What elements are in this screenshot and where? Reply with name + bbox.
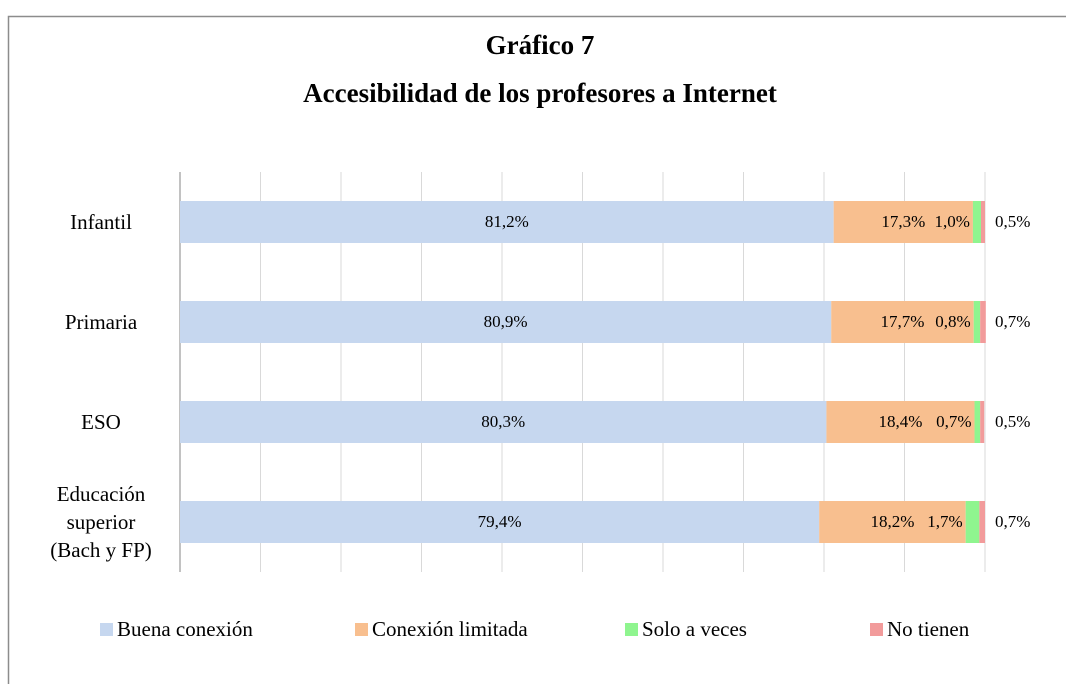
- bar-segment: [180, 301, 832, 343]
- bar-segment: [180, 501, 820, 543]
- chart-subtitle: Accesibilidad de los profesores a Intern…: [303, 78, 777, 108]
- data-label: 18,2%: [870, 512, 914, 531]
- y-tick-label: Educación superior (Bach y FP): [50, 482, 152, 562]
- bar-segment: [972, 201, 981, 243]
- bar-segment: [980, 301, 986, 343]
- bar-segment: [965, 501, 980, 543]
- data-label: 17,3%: [881, 212, 925, 231]
- bar-segment: [831, 301, 974, 343]
- data-label: 0,7%: [995, 312, 1030, 331]
- legend-swatch: [100, 623, 113, 636]
- data-label: 0,7%: [936, 412, 971, 431]
- bar-segment: [826, 401, 975, 443]
- bar-segment: [180, 201, 834, 243]
- y-tick-label: Infantil: [70, 210, 132, 234]
- bar-segment: [833, 201, 973, 243]
- y-tick-label: ESO: [81, 410, 121, 434]
- bar-segment: [974, 401, 981, 443]
- bar-segment: [980, 201, 985, 243]
- data-label: 0,5%: [995, 212, 1030, 231]
- legend-swatch: [355, 623, 368, 636]
- legend-label: Buena conexión: [117, 617, 253, 641]
- data-label: 81,2%: [485, 212, 529, 231]
- chart-title: Gráfico 7: [486, 30, 595, 60]
- data-label: 0,7%: [995, 512, 1030, 531]
- chart-frame: [7, 15, 1066, 684]
- bar-segment: [180, 401, 827, 443]
- bar-segment: [973, 301, 981, 343]
- data-label: 79,4%: [478, 512, 522, 531]
- data-label: 18,4%: [879, 412, 923, 431]
- legend-swatch: [625, 623, 638, 636]
- legend-label: Conexión limitada: [372, 617, 528, 641]
- legend-label: Solo a veces: [642, 617, 747, 641]
- bar-segment: [979, 501, 985, 543]
- bar-segment: [819, 501, 966, 543]
- data-label: 80,3%: [481, 412, 525, 431]
- data-label: 17,7%: [881, 312, 925, 331]
- legend-swatch: [870, 623, 883, 636]
- data-label: 80,9%: [484, 312, 528, 331]
- bar-segment: [980, 401, 985, 443]
- data-label: 1,7%: [927, 512, 962, 531]
- data-label: 1,0%: [935, 212, 970, 231]
- data-label: 0,8%: [935, 312, 970, 331]
- data-label: 0,5%: [995, 412, 1030, 431]
- legend-label: No tienen: [887, 617, 970, 641]
- y-tick-label: Primaria: [64, 310, 138, 334]
